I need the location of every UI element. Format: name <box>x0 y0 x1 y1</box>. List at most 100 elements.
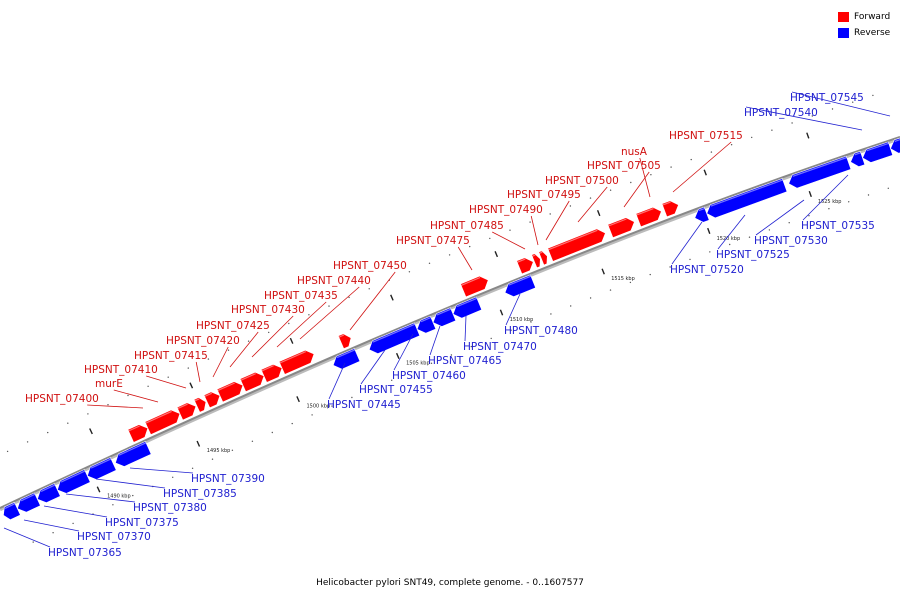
reverse-gene-arrow-2-highlight <box>40 484 56 492</box>
scale-dot <box>288 322 290 325</box>
scale-dot <box>828 208 830 210</box>
scale-dot <box>26 441 29 443</box>
scale-dot <box>872 94 874 97</box>
scale-dot <box>670 166 672 168</box>
reverse-leader-line <box>393 333 414 371</box>
forward-gene-arrow-0-highlight <box>128 425 140 432</box>
scale-dot <box>52 532 54 534</box>
forward-gene-label: HPSNT_07420 <box>166 335 240 347</box>
forward-gene-label: HPSNT_07430 <box>231 304 305 316</box>
forward-leader-line <box>530 215 539 246</box>
scale-dot <box>268 331 270 334</box>
legend-reverse: Reverse <box>838 25 900 40</box>
forward-leader-line <box>623 171 650 208</box>
kbp-ticks: 1490 kbp 1495 kbp 1500 kbp 1505 kbp 1510 kbp… <box>89 132 842 500</box>
forward-gene-arrow-9 <box>337 333 352 350</box>
scale-dot <box>469 245 471 248</box>
tick-label: 1505 kbp <box>406 360 430 366</box>
tick-mark <box>703 169 707 176</box>
reverse-gene-arrow-10-highlight <box>456 297 478 308</box>
reverse-gene-arrow-10 <box>452 296 483 319</box>
reverse-leader-line <box>129 467 194 474</box>
scale-dot <box>709 251 711 253</box>
scale-dot <box>509 229 511 231</box>
reverse-leader-line <box>671 221 703 265</box>
forward-gene-arrow-1-highlight <box>145 410 172 424</box>
reverse-gene-arrow-16 <box>862 141 894 163</box>
scale-dot <box>127 394 129 397</box>
forward-gene-arrow-14 <box>547 228 606 262</box>
forward-leader-line <box>457 246 473 271</box>
forward-gene-arrow-2-highlight <box>177 403 188 410</box>
tick-label: 1495 kbp <box>207 448 231 454</box>
reverse-gene-arrow-6-highlight <box>336 349 356 359</box>
scale-dot <box>132 494 134 497</box>
genome-backbone <box>0 136 900 512</box>
reverse-gene-label: HPSNT_07525 <box>716 249 790 261</box>
forward-gene-arrow-7 <box>260 363 283 383</box>
scale-dot <box>211 458 214 460</box>
scale-dot <box>470 345 472 348</box>
scale-dot <box>887 187 889 189</box>
scale-dot <box>251 440 254 442</box>
reverse-gene-label: HPSNT_07460 <box>392 370 466 382</box>
scale-dot <box>729 243 731 246</box>
reverse-gene-label: HPSNT_07480 <box>504 325 578 337</box>
forward-leader-line <box>349 271 396 331</box>
tick-mark <box>808 190 812 198</box>
reverse-gene-arrow-16-highlight <box>866 142 889 152</box>
reverse-leader-line <box>3 527 51 548</box>
forward-gene-arrow-5-highlight <box>217 382 235 392</box>
reverse-gene-arrow-9 <box>432 307 457 327</box>
forward-gene-label: HPSNT_07400 <box>25 393 99 405</box>
scale-dot <box>72 522 74 525</box>
forward-gene-arrow-15 <box>607 217 635 238</box>
reverse-gene-label: HPSNT_07385 <box>163 488 237 500</box>
scale-dot <box>649 273 651 276</box>
reverse-leader-line <box>23 519 80 532</box>
reverse-leader-line <box>360 349 386 385</box>
scale-dot <box>87 413 89 415</box>
scale-dot <box>67 422 69 424</box>
tick-label: 1525 kbp <box>818 199 842 205</box>
reverse-gene-arrow-15 <box>850 150 866 167</box>
forward-gene-arrow-1 <box>144 409 181 435</box>
scale-dot <box>147 385 149 387</box>
forward-gene-arrow-10-highlight <box>460 276 481 286</box>
scale-dot <box>751 136 753 139</box>
scale-dot <box>112 504 114 506</box>
forward-leader-line <box>299 286 360 340</box>
scale-dot <box>191 467 194 469</box>
scale-dot <box>867 194 870 196</box>
forward-gene-label: HPSNT_07425 <box>196 320 270 332</box>
scale-dot <box>311 414 313 416</box>
reverse-gene-label: HPSNT_07465 <box>428 355 502 367</box>
scale-dot <box>808 215 810 217</box>
reverse-leader-line <box>791 91 891 117</box>
forward-gene-arrow-8-highlight <box>279 351 307 364</box>
forward-gene-arrow-13 <box>538 250 548 266</box>
forward-gene-arrow-4 <box>203 391 221 409</box>
scale-dot <box>848 201 850 203</box>
scale-dot <box>852 101 854 103</box>
scale-dot <box>589 297 592 299</box>
scale-dot <box>368 288 370 290</box>
scale-dot <box>529 221 531 223</box>
reverse-gene-arrow-2 <box>37 483 61 504</box>
forward-leader-line <box>212 346 229 378</box>
tick-mark <box>96 486 101 493</box>
scale-dot <box>207 358 210 360</box>
scale-dot <box>391 379 393 381</box>
reverse-gene-label: HPSNT_07390 <box>191 473 265 485</box>
forward-gene-arrow-16 <box>635 206 662 228</box>
forward-leader-line <box>146 375 187 389</box>
reverse-gene-arrow-13-highlight <box>710 179 784 207</box>
backbone-shadow <box>0 136 900 512</box>
scale-dot <box>550 313 552 315</box>
legend-reverse-label: Reverse <box>854 27 891 38</box>
forward-gene-arrow-17 <box>661 200 679 218</box>
scale-dot <box>489 237 491 240</box>
reverse-gene-label: HPSNT_07545 <box>790 92 864 104</box>
scale-dot <box>187 367 189 369</box>
scale-dot <box>791 122 793 124</box>
